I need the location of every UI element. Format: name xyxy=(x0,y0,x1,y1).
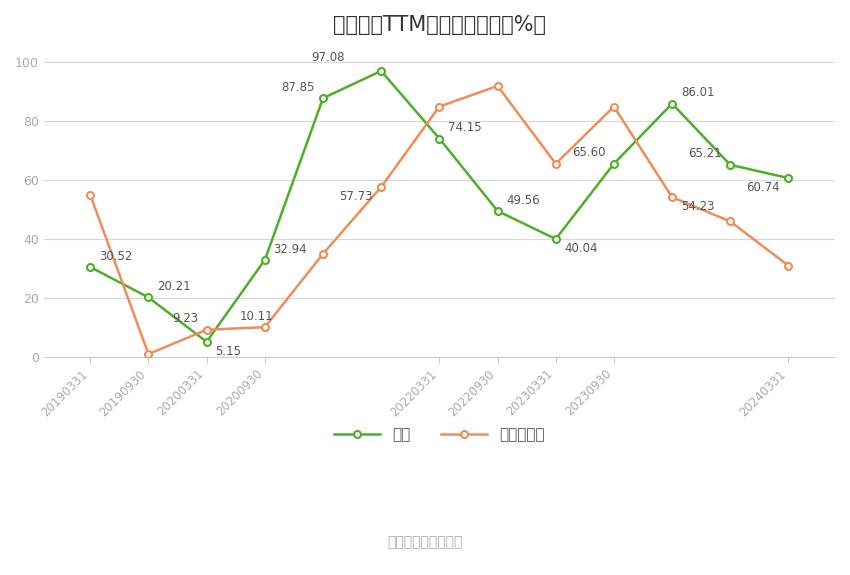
Line: 行业中位数: 行业中位数 xyxy=(87,82,792,358)
Text: 49.56: 49.56 xyxy=(507,194,540,206)
行业中位数 xyxy=(492,82,502,89)
Text: 65.21: 65.21 xyxy=(688,147,722,160)
Text: 40.04: 40.04 xyxy=(564,242,598,255)
Text: 97.08: 97.08 xyxy=(311,51,345,64)
Text: 32.94: 32.94 xyxy=(274,243,307,255)
公司 xyxy=(434,135,445,142)
行业中位数 xyxy=(260,324,270,331)
Text: 30.52: 30.52 xyxy=(99,250,133,263)
行业中位数 xyxy=(551,160,561,167)
公司 xyxy=(492,208,502,214)
Text: 54.23: 54.23 xyxy=(681,201,714,213)
Line: 公司: 公司 xyxy=(87,67,792,345)
Text: 5.15: 5.15 xyxy=(215,345,241,358)
行业中位数 xyxy=(144,351,154,358)
公司 xyxy=(376,67,386,74)
公司 xyxy=(144,294,154,301)
Text: 86.01: 86.01 xyxy=(681,86,714,99)
Text: 10.11: 10.11 xyxy=(240,310,274,323)
Text: 87.85: 87.85 xyxy=(280,81,314,94)
公司 xyxy=(85,263,95,270)
行业中位数 xyxy=(376,183,386,190)
行业中位数 xyxy=(201,327,212,334)
公司 xyxy=(725,162,735,168)
Text: 57.73: 57.73 xyxy=(339,190,372,203)
公司 xyxy=(609,160,619,167)
行业中位数 xyxy=(434,103,445,110)
Title: 市盈率（TTM）历史百分位（%）: 市盈率（TTM）历史百分位（%） xyxy=(333,15,546,35)
公司 xyxy=(667,100,677,107)
Legend: 公司, 行业中位数: 公司, 行业中位数 xyxy=(328,421,551,448)
行业中位数 xyxy=(725,218,735,225)
Text: 65.60: 65.60 xyxy=(572,146,605,159)
行业中位数 xyxy=(609,103,619,110)
Text: 74.15: 74.15 xyxy=(448,121,482,134)
Text: 60.74: 60.74 xyxy=(746,181,779,194)
行业中位数 xyxy=(667,194,677,201)
Text: 数据来源：恒生聚源: 数据来源：恒生聚源 xyxy=(388,535,462,549)
Text: 20.21: 20.21 xyxy=(157,280,190,293)
行业中位数 xyxy=(784,262,794,269)
公司 xyxy=(260,256,270,263)
公司 xyxy=(784,175,794,182)
公司 xyxy=(201,338,212,345)
行业中位数 xyxy=(85,191,95,198)
公司 xyxy=(318,95,328,102)
Text: 9.23: 9.23 xyxy=(172,312,198,325)
行业中位数 xyxy=(318,250,328,257)
公司 xyxy=(551,236,561,243)
